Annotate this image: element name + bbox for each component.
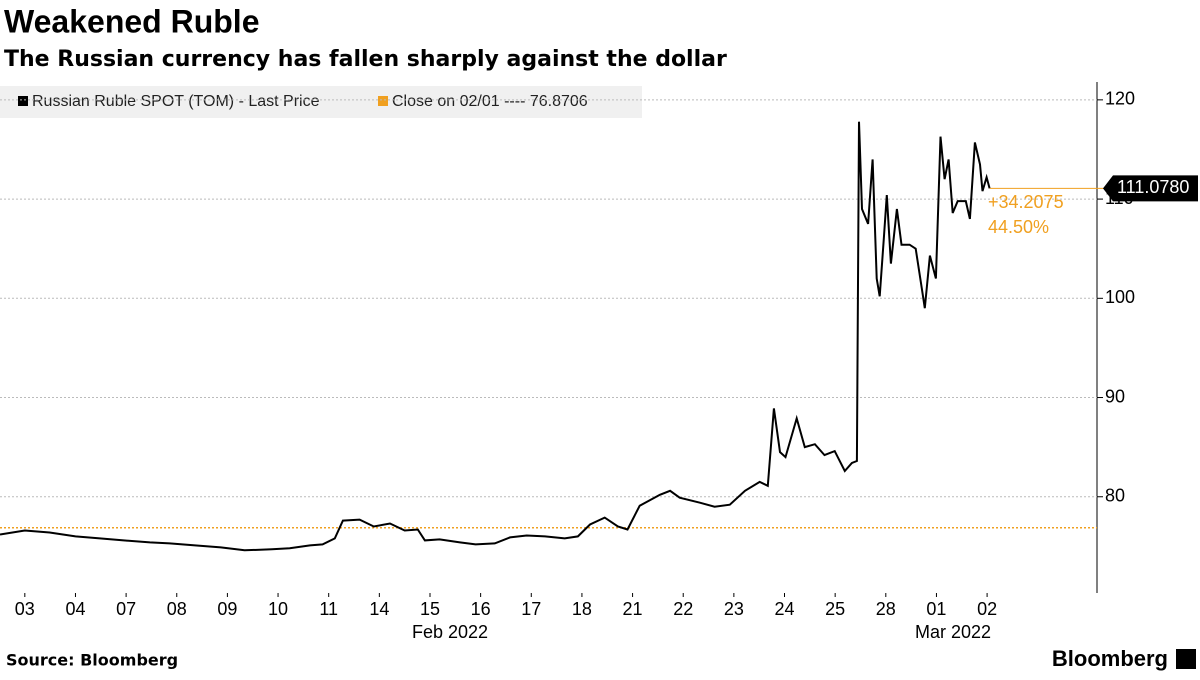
legend-background (0, 86, 642, 118)
x-tick-label: 01 (926, 599, 946, 619)
legend-swatch (378, 96, 388, 106)
x-tick-label: 04 (65, 599, 85, 619)
x-tick-label: 11 (319, 599, 338, 619)
chart-subtitle: The Russian currency has fallen sharply … (4, 47, 727, 72)
brand: Bloomberg (1052, 646, 1168, 671)
x-tick-label: 10 (268, 599, 288, 619)
y-tick-label: 90 (1105, 386, 1125, 406)
chart-title: Weakened Ruble (4, 3, 259, 39)
y-tick-label: 80 (1105, 486, 1125, 506)
x-tick-label: 22 (673, 599, 693, 619)
source: Source: Bloomberg (6, 651, 178, 670)
x-tick-label: 18 (572, 599, 592, 619)
x-tick-label: 15 (420, 599, 440, 619)
legend-swatch (18, 96, 28, 106)
x-tick-label: 24 (774, 599, 794, 619)
last-price-box (1103, 175, 1198, 202)
x-tick-label: 17 (521, 599, 541, 619)
x-tick-label: 25 (825, 599, 845, 619)
x-tick-label: 14 (369, 599, 389, 619)
x-tick-label: 02 (977, 599, 997, 619)
y-tick-label: 100 (1105, 287, 1135, 307)
x-tick-label: 07 (116, 599, 136, 619)
x-tick-label: 03 (15, 599, 35, 619)
x-group-label: Feb 2022 (412, 622, 488, 642)
x-tick-label: 16 (471, 599, 491, 619)
series-line (0, 121, 991, 552)
x-group-label: Mar 2022 (915, 622, 991, 642)
x-tick-label: 09 (217, 599, 237, 619)
legend-label: Close on 02/01 ---- 76.8706 (392, 93, 588, 110)
brand-icon (1176, 649, 1196, 669)
change-label: +34.2075 (988, 192, 1064, 212)
last-price-label: 111.0780 (1117, 177, 1189, 197)
y-tick-label: 120 (1105, 89, 1135, 109)
x-tick-label: 21 (623, 599, 643, 619)
x-tick-label: 28 (876, 599, 896, 619)
x-tick-label: 23 (724, 599, 744, 619)
change-pct-label: 44.50% (988, 217, 1049, 237)
x-tick-label: 08 (167, 599, 187, 619)
legend-label: Russian Ruble SPOT (TOM) - Last Price (32, 93, 320, 110)
